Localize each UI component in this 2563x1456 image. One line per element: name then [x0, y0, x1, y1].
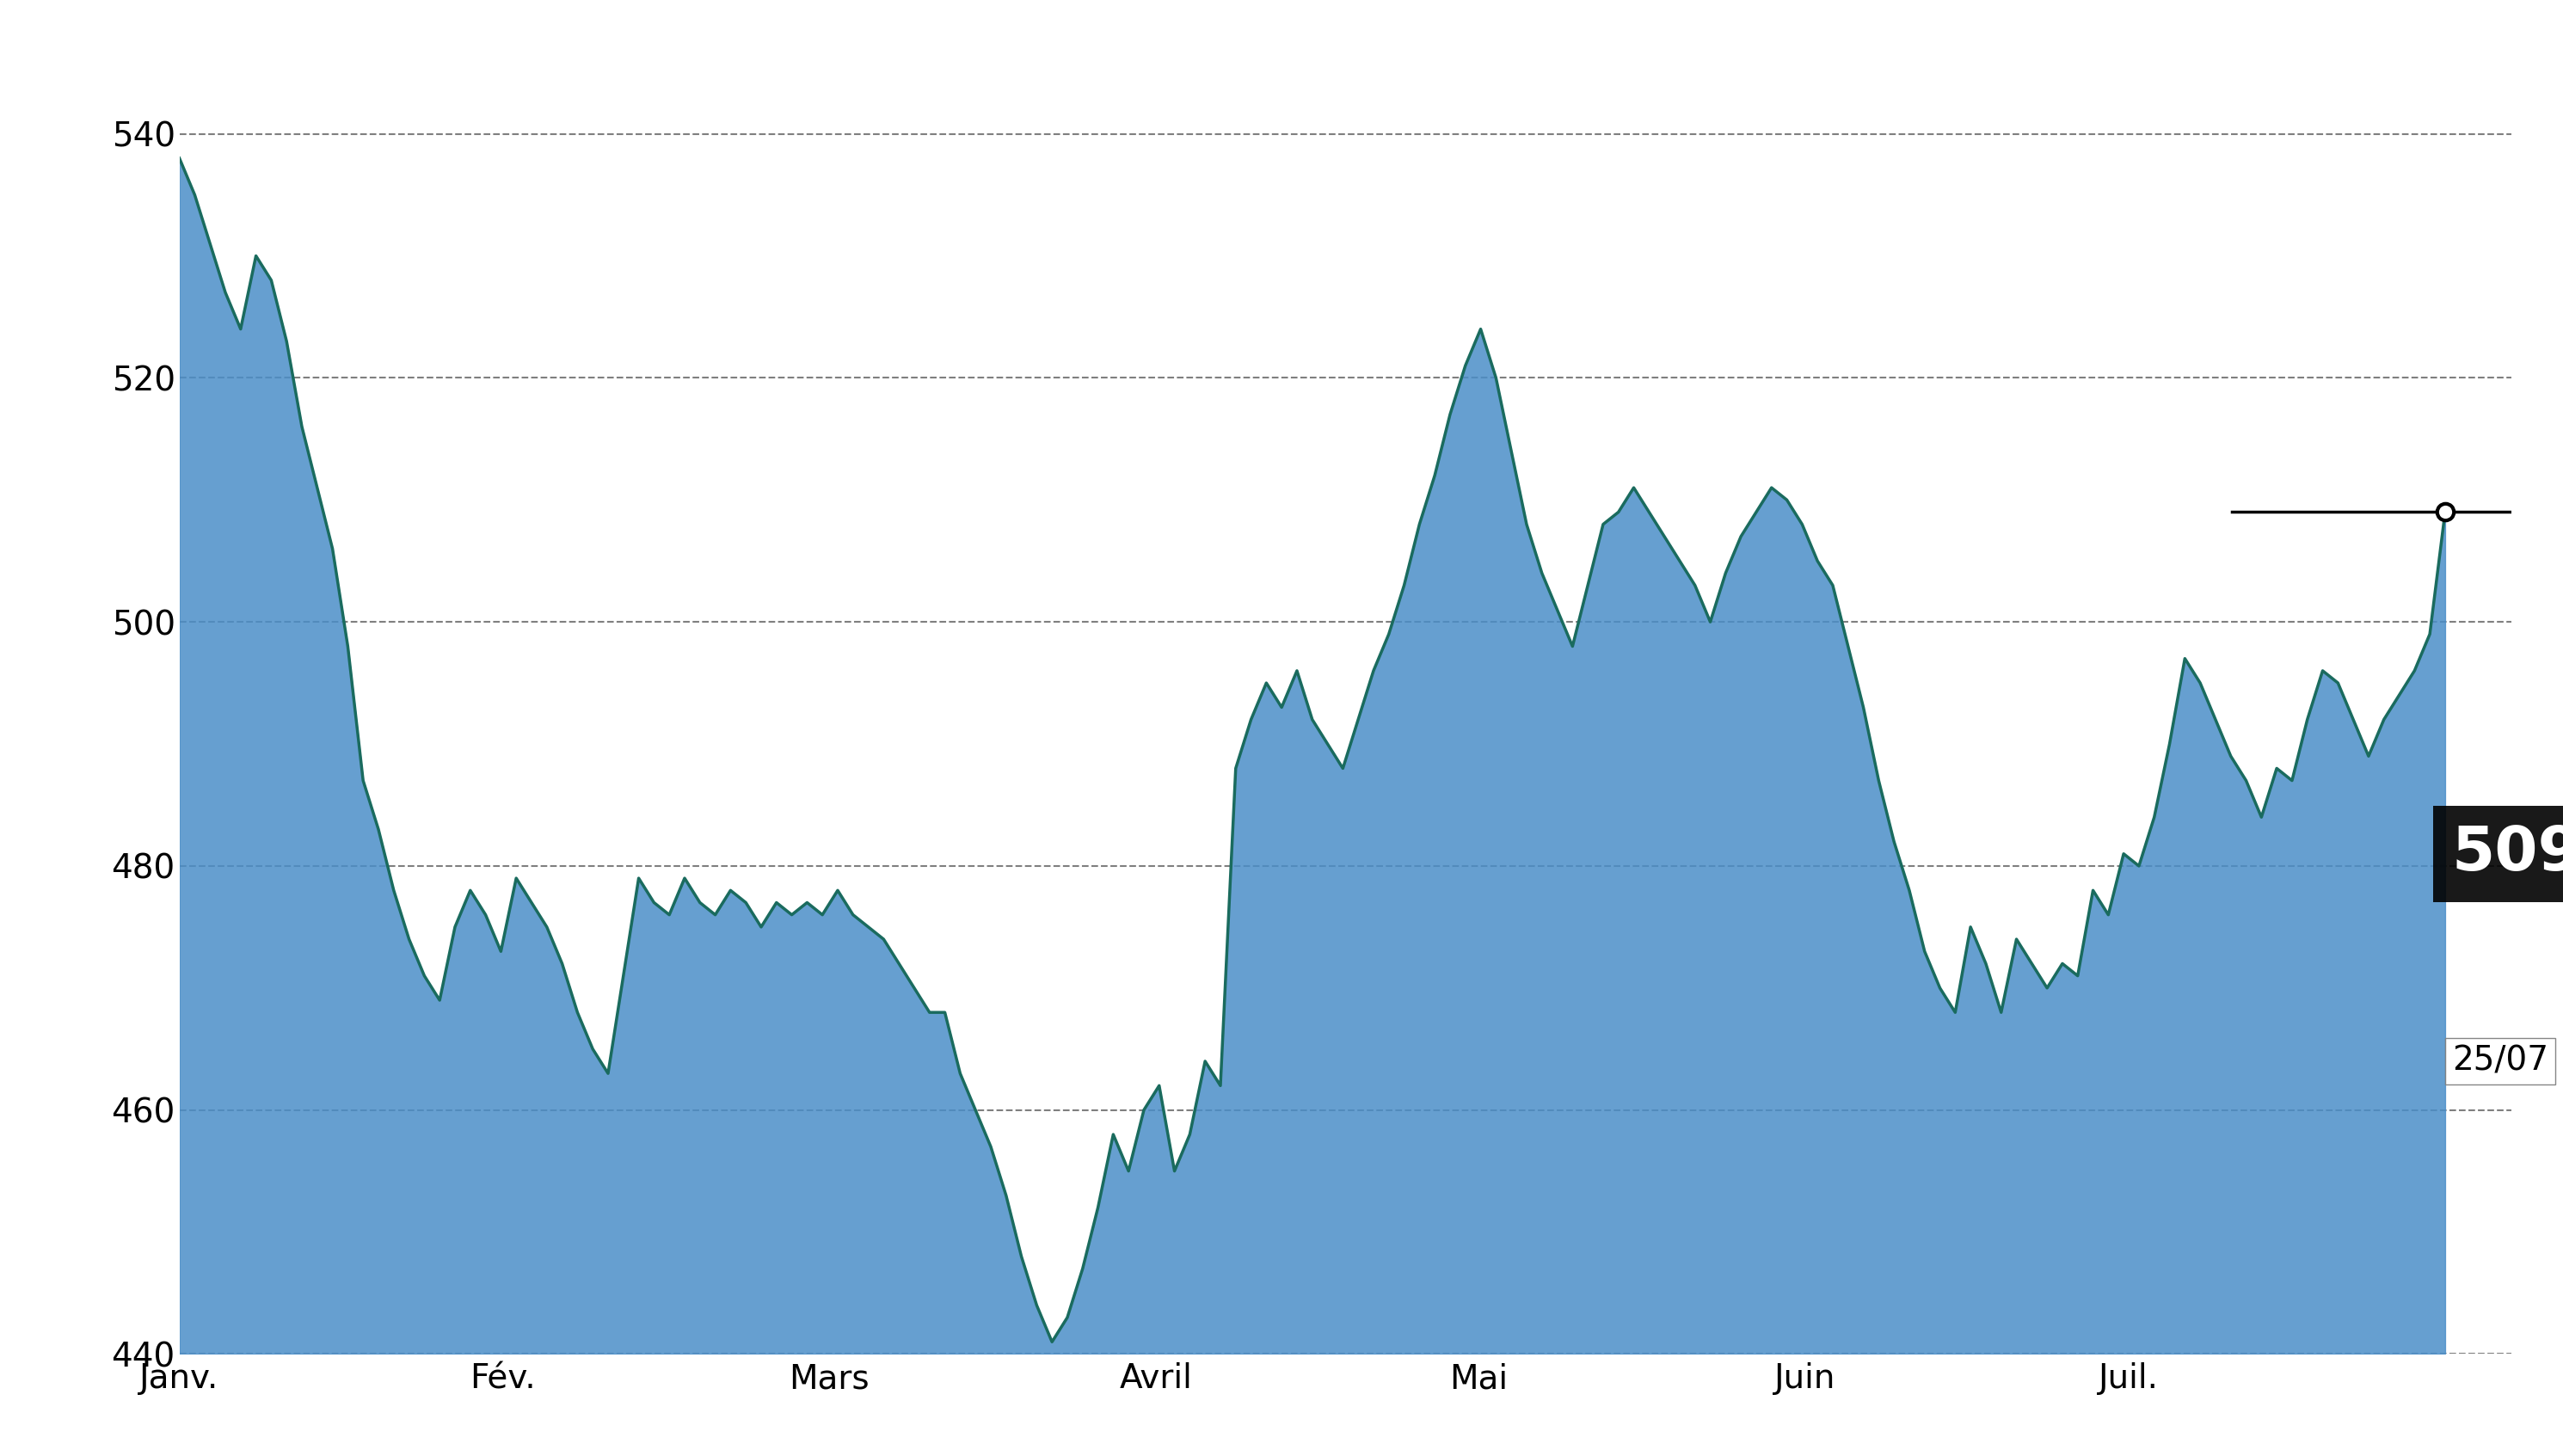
- Text: 25/07: 25/07: [2453, 1045, 2548, 1077]
- Text: 509,20: 509,20: [2453, 824, 2563, 884]
- Text: Barratt Developments PLC: Barratt Developments PLC: [728, 23, 1835, 96]
